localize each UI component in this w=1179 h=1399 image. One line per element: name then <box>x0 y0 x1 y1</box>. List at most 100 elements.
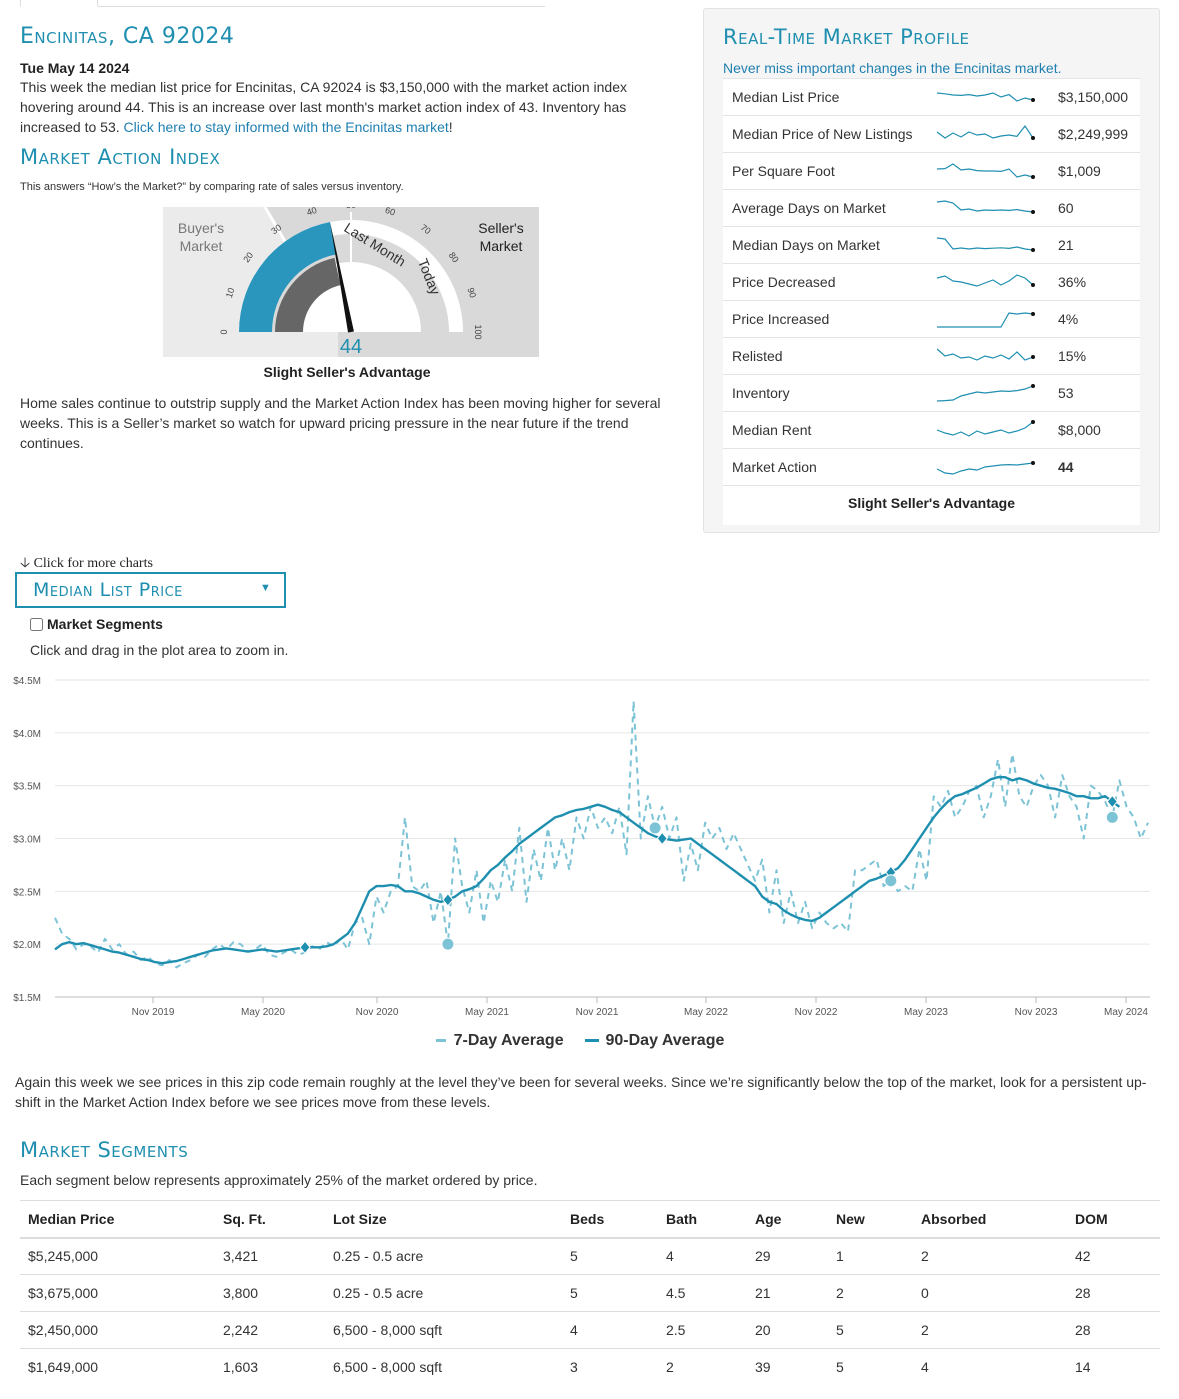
chart-type-dropdown[interactable]: Median List Price ▼ <box>15 572 286 608</box>
sparkline-endpoint <box>1031 384 1035 388</box>
profile-row[interactable]: Median Rent $8,000 <box>723 411 1140 448</box>
legend-90day[interactable]: 90-Day Average <box>585 1032 724 1049</box>
profile-row-label: Median Price of New Listings <box>732 126 913 142</box>
table-cell: 2 <box>913 1237 1067 1275</box>
profile-row-label: Median List Price <box>732 89 840 105</box>
table-cell: 3,421 <box>215 1237 325 1275</box>
series-marker-diamond[interactable] <box>656 831 668 846</box>
segments-column-header: Bath <box>658 1200 747 1239</box>
table-cell: 4 <box>658 1237 747 1275</box>
legend-7day[interactable]: 7-Day Average <box>435 1032 564 1049</box>
profile-row-label: Price Decreased <box>732 274 836 290</box>
sparkline-path <box>936 385 1034 402</box>
market-segments-toggle[interactable]: Market Segments <box>30 616 163 632</box>
profile-row[interactable]: Market Action 44 <box>723 448 1140 485</box>
series-90day-line[interactable] <box>54 775 1121 965</box>
stay-informed-link[interactable]: Click here to stay informed with the Enc… <box>123 119 449 135</box>
caret-down-icon: ▼ <box>260 582 271 594</box>
more-charts-link[interactable]: 🡣 Click for more charts <box>20 552 153 576</box>
table-cell: 0.25 - 0.5 acre <box>325 1274 562 1312</box>
sparkline <box>936 92 1035 102</box>
table-cell: 6,500 - 8,000 sqft <box>325 1311 562 1349</box>
sparkline-path <box>936 124 1034 139</box>
profile-row[interactable]: Price Decreased 36% <box>723 263 1140 300</box>
x-tick-label: Nov 2019 <box>132 1007 175 1018</box>
profile-row-label: Price Increased <box>732 311 830 327</box>
median-price-chart[interactable]: $1.5M $2.0M $2.5M $3.0M $3.5M $4.0M $4.5M Nov 2… <box>0 670 1160 1020</box>
segments-column-header: Median Price <box>20 1200 215 1239</box>
gauge-tick-label: 80 <box>447 250 461 264</box>
table-row: $5,245,000 3,421 0.25 - 0.5 acre 5 4 29 1 2 42 <box>20 1237 1160 1275</box>
table-cell: 14 <box>1067 1348 1160 1386</box>
table-cell: 5 <box>828 1311 913 1349</box>
segments-column-header: Absorbed <box>913 1200 1067 1239</box>
series-marker-diamond[interactable] <box>442 893 454 907</box>
sparkline <box>936 420 1035 437</box>
chart-legend: 7-Day Average 90-Day Average <box>0 1032 1160 1054</box>
profile-row[interactable]: Median Days on Market 21 <box>723 226 1140 263</box>
gauge-tick-label: 40 <box>305 207 318 218</box>
sparkline-endpoint <box>1031 175 1035 179</box>
gauge-tick-label: 0 <box>219 329 229 334</box>
profile-row[interactable]: Average Days on Market 60 <box>723 189 1140 226</box>
profile-subtitle: Never miss important changes in the Enci… <box>723 60 1062 76</box>
table-row: $3,675,000 3,800 0.25 - 0.5 acre 5 4.5 21 2 0 28 <box>20 1274 1160 1312</box>
profile-row-value: $1,009 <box>1058 163 1101 179</box>
profile-row[interactable]: Relisted 15% <box>723 337 1140 374</box>
table-cell: 0 <box>913 1274 1067 1312</box>
profile-row[interactable]: Price Increased 4% <box>723 300 1140 337</box>
sparkline-endpoint <box>1031 420 1035 424</box>
table-cell: $5,245,000 <box>20 1237 215 1275</box>
sellers-label-2: Market <box>480 238 523 254</box>
buyers-label-2: Market <box>180 238 223 254</box>
profile-row-label: Median Rent <box>732 422 812 438</box>
sparkline-path <box>936 274 1034 287</box>
sparkline-endpoint <box>1031 461 1035 465</box>
sparkline <box>936 461 1035 475</box>
legend-7day-label: 7-Day Average <box>453 1032 564 1049</box>
legend-7day-swatch <box>435 1039 446 1043</box>
segments-column-header: Sq. Ft. <box>215 1200 325 1239</box>
profile-row-value: 36% <box>1058 274 1087 290</box>
table-cell: 6,500 - 8,000 sqft <box>325 1348 562 1386</box>
profile-row[interactable]: Median List Price $3,150,000 <box>723 78 1140 115</box>
mai-title: Market Action Index <box>20 145 221 169</box>
segments-column-header: New <box>828 1200 913 1239</box>
table-cell: 2 <box>828 1274 913 1312</box>
series-marker-diamond[interactable] <box>299 940 311 955</box>
gauge-tick-label: 60 <box>384 207 397 218</box>
x-tick-label: May 2022 <box>684 1007 728 1018</box>
table-cell: 5 <box>828 1348 913 1386</box>
segments-column-header: DOM <box>1067 1200 1160 1239</box>
series-marker-circle[interactable] <box>884 874 898 888</box>
series-marker-diamond[interactable] <box>1106 794 1118 809</box>
series-marker-circle[interactable] <box>441 937 455 951</box>
sparkline-endpoint <box>1031 98 1035 102</box>
profile-row-value: 60 <box>1058 200 1074 216</box>
profile-row-label: Relisted <box>732 348 783 364</box>
segments-column-header: Beds <box>562 1200 658 1239</box>
active-tab[interactable] <box>20 0 98 7</box>
y-tick-label: $1.5M <box>13 993 41 1004</box>
table-cell: 5 <box>562 1237 658 1275</box>
market-segments-checkbox[interactable] <box>30 617 43 631</box>
mai-subtitle: This answers “How’s the Market?” by comp… <box>20 181 404 193</box>
gauge-tick-label: 70 <box>419 222 433 236</box>
series-marker-circle[interactable] <box>648 821 662 835</box>
y-tick-label: $3.5M <box>13 782 41 793</box>
series-marker-circle[interactable] <box>1105 810 1119 824</box>
chart-commentary: Again this week we see prices in this zi… <box>15 1074 1147 1110</box>
profile-row[interactable]: Inventory 53 <box>723 374 1140 411</box>
series-7day-line[interactable] <box>54 700 1149 969</box>
profile-row[interactable]: Per Square Foot $1,009 <box>723 152 1140 189</box>
table-cell: 3 <box>562 1348 658 1386</box>
profile-title: Real-Time Market Profile <box>723 25 970 49</box>
profile-row[interactable]: Median Price of New Listings $2,249,999 <box>723 115 1140 152</box>
table-cell: 42 <box>1067 1237 1160 1275</box>
x-tick-label: May 2024 <box>1104 1007 1148 1018</box>
sparkline-path <box>936 200 1034 213</box>
mai-caption: Slight Seller's Advantage <box>263 364 431 380</box>
sparkline <box>936 237 1035 252</box>
table-cell: 4 <box>913 1348 1067 1386</box>
profile-row-label: Median Days on Market <box>732 237 880 253</box>
